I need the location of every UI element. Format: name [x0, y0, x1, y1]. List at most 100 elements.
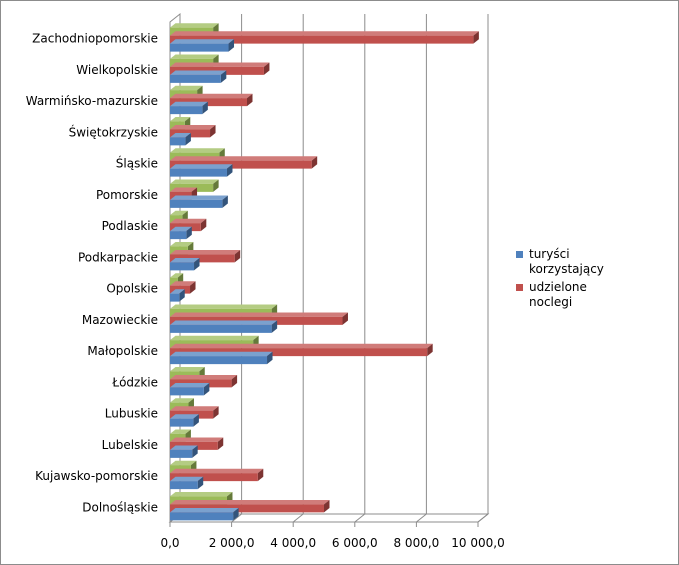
legend-swatch [516, 284, 523, 291]
bar-front-face [170, 168, 227, 177]
bar-end-face [210, 124, 216, 138]
bar-top-face [170, 187, 198, 192]
bar-1 [170, 70, 227, 83]
bar-front-face [170, 512, 234, 521]
bar-top-face [170, 273, 184, 278]
bar-top-face [170, 281, 196, 286]
category-label: Kujawsko-pomorskie [35, 469, 158, 483]
x-tick-labels: 0,0 2 000,0 4 000,0 6 000,0 8 000,0 10 000,0 [160, 536, 504, 550]
bar-1 [170, 39, 235, 52]
bar-end-face [473, 31, 479, 44]
bar-top-face [170, 507, 239, 513]
bar-end-face [192, 445, 198, 458]
bar-top-face [170, 179, 219, 184]
category-label: Śląskie [116, 156, 158, 171]
bar-end-face [194, 257, 200, 271]
bar-end-face [427, 343, 433, 357]
bar-1 [170, 351, 273, 365]
category-label: Podlaskie [102, 219, 158, 233]
bar-front-face [170, 160, 312, 169]
bar-end-face [190, 281, 196, 294]
bar-front-face [170, 348, 428, 357]
bar-end-face [220, 70, 227, 83]
bar-top-face [170, 210, 188, 216]
bar-end-face [213, 406, 219, 419]
bar-end-face [311, 156, 318, 169]
grid-line-floor [416, 513, 427, 523]
bar-1 [170, 320, 278, 333]
bar-2 [170, 343, 433, 357]
bar-top-face [170, 406, 219, 411]
bar-end-face [217, 437, 224, 450]
category-label: Pomorskie [96, 188, 158, 202]
bar-top-face [170, 257, 200, 263]
bar-top-face [170, 351, 273, 357]
category-label: Świętokrzyskie [69, 124, 158, 139]
bar-top-face [170, 335, 259, 341]
bar-front-face [170, 199, 223, 208]
bar-end-face [185, 132, 191, 146]
bar-end-face [271, 320, 278, 333]
bar-top-face [170, 226, 192, 232]
bar-top-face [170, 289, 185, 294]
category-label: Dolnośląskie [82, 500, 158, 514]
bar-1 [170, 414, 199, 427]
legend-label: noclegi [529, 295, 572, 309]
bar-top-face [170, 320, 278, 325]
x-tick-label: 8 000,0 [393, 536, 439, 550]
bar-2 [170, 156, 318, 169]
grid-line-floor [292, 513, 304, 523]
bar-top-face [170, 218, 207, 224]
grid-line-floor [477, 513, 489, 523]
bar-end-face [197, 476, 204, 490]
bar-top-face [170, 398, 194, 403]
grid-line-floor [231, 513, 242, 523]
bar-1 [170, 195, 228, 208]
bar-top-face [170, 460, 197, 466]
bar-front-face [170, 449, 193, 458]
bar-1 [170, 101, 208, 115]
bar-top-face [170, 241, 194, 247]
bar-2 [170, 249, 241, 263]
bar-top-face [170, 312, 348, 317]
bar-front-face [170, 277, 178, 286]
bar-end-face [179, 289, 185, 302]
bar-top-face [170, 156, 318, 161]
bar-top-face [170, 374, 238, 380]
bar-end-face [203, 382, 210, 396]
legend-label: udzielone [529, 280, 587, 294]
bar-2 [170, 31, 479, 44]
bar-top-face [170, 468, 264, 474]
bar-top-face [170, 304, 278, 309]
bar-top-face [170, 70, 227, 75]
category-label: Łódzkie [111, 375, 158, 389]
bar-end-face [200, 218, 207, 232]
bar-front-face [170, 106, 203, 115]
category-label: Zachodniopomorskie [32, 32, 158, 46]
bar-top-face [170, 124, 216, 130]
bar-front-face [170, 418, 194, 427]
bar-end-face [193, 414, 199, 427]
x-tick-label: 0,0 [160, 536, 179, 550]
bar-front-face [170, 35, 474, 44]
bar-top-face [170, 429, 191, 434]
bar-top-face [170, 414, 199, 419]
bar-top-face [170, 101, 208, 107]
bar-top-face [170, 476, 204, 482]
bar-end-face [202, 101, 208, 115]
bar-end-face [234, 249, 241, 263]
bar-front-face [170, 74, 221, 83]
bar-top-face [170, 85, 203, 91]
bar-top-face [170, 54, 219, 59]
bar-top-face [170, 116, 191, 122]
bar-top-face [170, 23, 219, 28]
bar-end-face [222, 195, 228, 208]
bar-end-face [342, 312, 348, 325]
bar-top-face [170, 62, 270, 67]
bar-front-face [170, 387, 204, 396]
